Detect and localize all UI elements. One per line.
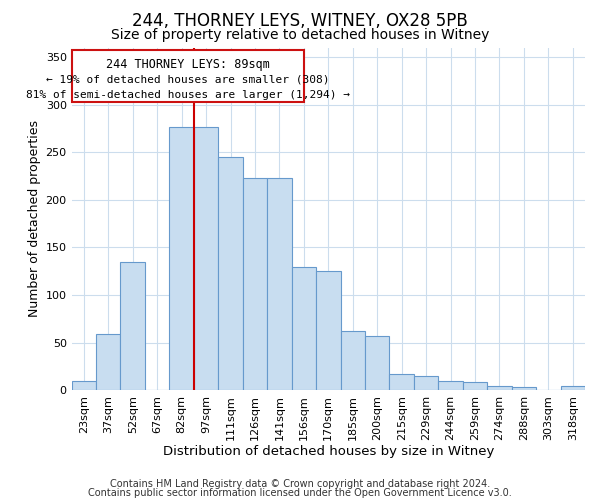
Text: Contains HM Land Registry data © Crown copyright and database right 2024.: Contains HM Land Registry data © Crown c… — [110, 479, 490, 489]
Text: 81% of semi-detached houses are larger (1,294) →: 81% of semi-detached houses are larger (… — [26, 90, 350, 101]
Bar — [292, 266, 316, 390]
Bar — [96, 334, 121, 390]
Bar — [341, 332, 365, 390]
Bar — [560, 386, 585, 390]
Bar — [243, 178, 267, 390]
Bar — [463, 382, 487, 390]
Bar — [487, 386, 512, 390]
Bar — [218, 157, 243, 390]
Bar — [194, 126, 218, 390]
Bar — [169, 126, 194, 390]
Bar — [316, 272, 341, 390]
X-axis label: Distribution of detached houses by size in Witney: Distribution of detached houses by size … — [163, 444, 494, 458]
Bar — [512, 386, 536, 390]
Bar — [389, 374, 414, 390]
Bar — [71, 381, 96, 390]
Text: ← 19% of detached houses are smaller (308): ← 19% of detached houses are smaller (30… — [46, 74, 330, 84]
Text: 244, THORNEY LEYS, WITNEY, OX28 5PB: 244, THORNEY LEYS, WITNEY, OX28 5PB — [132, 12, 468, 30]
Text: 244 THORNEY LEYS: 89sqm: 244 THORNEY LEYS: 89sqm — [106, 58, 270, 71]
Bar — [365, 336, 389, 390]
Y-axis label: Number of detached properties: Number of detached properties — [28, 120, 41, 318]
FancyBboxPatch shape — [72, 50, 304, 102]
Bar — [439, 381, 463, 390]
Text: Contains public sector information licensed under the Open Government Licence v3: Contains public sector information licen… — [88, 488, 512, 498]
Text: Size of property relative to detached houses in Witney: Size of property relative to detached ho… — [111, 28, 489, 42]
Bar — [267, 178, 292, 390]
Bar — [414, 376, 439, 390]
Bar — [121, 262, 145, 390]
